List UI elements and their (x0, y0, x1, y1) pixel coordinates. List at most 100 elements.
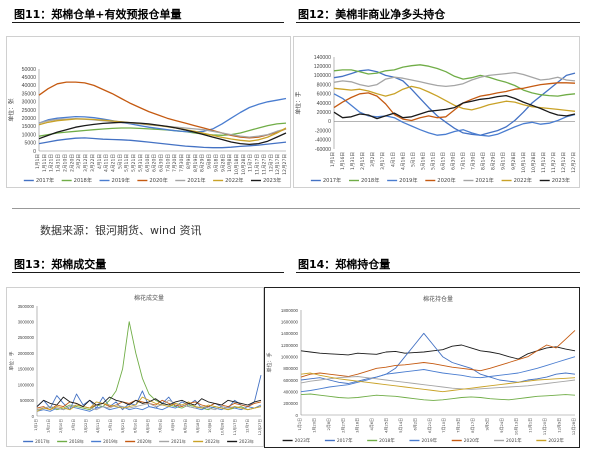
chart12-ytick: 40000 (317, 101, 332, 107)
chart11-xtick: 7月20日 (172, 154, 178, 172)
chart14-legend-label: 2020年 (464, 437, 480, 444)
chart12-legend-label: 2018年 (361, 176, 379, 184)
chart11-ytick: 5000 (24, 141, 36, 147)
chart13-legend-label: 2023年 (239, 438, 254, 445)
chart11-xtick: 4月1日 (97, 154, 103, 169)
chart11-xtick: 3月22日 (90, 154, 96, 172)
chart14-ytick: 400000 (283, 389, 298, 394)
chart12-xtick: 8月14日 (481, 152, 487, 170)
chart13-xtick: 1月21日 (45, 419, 50, 433)
chart14-ytick: 800000 (283, 366, 298, 371)
chart14-xtick: 9月5日 (484, 418, 489, 431)
chart12-xtick: 9月28日 (511, 152, 517, 170)
chart13-xtick: 12月27日 (257, 419, 262, 435)
chart13-series-2023年 (36, 396, 262, 408)
chart14-legend-label: 2021年 (506, 437, 522, 444)
chart11-legend-label: 2020年 (149, 176, 167, 184)
chart-12-svg: -60000 -40000 -20000 0 20000 40000 60000 80000 1… (294, 55, 577, 184)
chart13-ytick: 2500000 (18, 335, 35, 340)
chart12-ytick: -20000 (315, 128, 331, 134)
chart11-ytick: 30000 (22, 100, 37, 106)
chart13-xtick: 7月20日 (157, 419, 162, 433)
chart11-series-2021年 (38, 118, 287, 138)
chart11-xtick: 10月8日 (227, 154, 233, 172)
chart12-xtick: 4月16日 (400, 152, 406, 170)
chart-panel-12: -60000 -40000 -20000 0 20000 40000 60000 80000 1… (293, 36, 580, 188)
chart14-xtick: 6月2日 (412, 418, 417, 431)
chart12-xtick: 1月16日 (340, 152, 346, 170)
chart13-ytick: 500000 (20, 398, 35, 403)
chart12-legend-label: 2017年 (323, 176, 341, 184)
chart14-xtick: 5月14日 (398, 418, 403, 433)
chart11-legend-label: 2018年 (74, 176, 92, 184)
chart11-xtick: 6月30日 (159, 154, 165, 172)
chart14-series-2018年 (300, 393, 576, 401)
chart11-xtick: 5月21日 (131, 154, 137, 172)
chart12-xtick: 6月30日 (451, 152, 457, 170)
chart13-title: 棉花成交量 (134, 294, 164, 302)
chart-11-svg: 0 5000 10000 15000 20000 25000 30000 35000 40000… (7, 67, 288, 184)
chart-14-svg: 棉花持仓量 0 200000 400000 600000 800000 1000000 120… (266, 295, 576, 444)
chart11-xtick: 3月12日 (83, 154, 89, 172)
chart12-series-2021年 (333, 71, 576, 88)
chart12-ytick: 120000 (314, 64, 331, 70)
chart11-ytick: 45000 (22, 75, 37, 81)
chart13-ytick: 3000000 (18, 320, 35, 325)
chart14-ylabel: 单位：手 (266, 352, 273, 372)
chart11-legend-label: 2019年 (112, 176, 130, 184)
chart13-xtick: 10月28日 (220, 419, 225, 435)
chart11-xtick: 6月10日 (145, 154, 151, 172)
chart14-ytick: 0 (296, 413, 299, 418)
chart14-series-2022年 (300, 372, 576, 393)
chart14-xtick: 3月18日 (355, 418, 360, 433)
chart12-xtick: 5月1日 (410, 152, 416, 167)
chart14-xtick: 11月20日 (542, 418, 547, 435)
chart12-ytick: 60000 (317, 92, 332, 98)
chart13-legend-label: 2021年 (171, 438, 186, 445)
chart-13-svg: 棉花成交量 0 500000 1000000 1500000 2000000 2500000… (8, 294, 262, 445)
chart11-ylabel: 单位：张 (7, 98, 15, 121)
chart12-series-2019年 (333, 93, 576, 137)
chart12-xtick: 2月15日 (360, 152, 366, 170)
chart11-xtick: 4月11日 (104, 154, 110, 172)
chart-panel-13: 棉花成交量 0 500000 1000000 1500000 2000000 2500000… (6, 287, 264, 447)
chart14-series-2023年 (300, 344, 576, 360)
chart12-legend-label: 2019年 (399, 176, 417, 184)
chart14-xtick: 4月25日 (384, 418, 389, 433)
chart12-xtick: 9月13日 (501, 152, 507, 170)
chart12-xtick: 7月30日 (471, 152, 477, 170)
chart12-series-2020年 (333, 82, 576, 122)
chart12-xtick: 12月12日 (561, 152, 567, 173)
chart13-legend-label: 2018年 (69, 438, 84, 445)
chart14-xtick: 12月28日 (571, 418, 576, 435)
figure-title-13: 图13：郑棉成交量 (14, 258, 107, 271)
chart12-series-2018年 (333, 64, 576, 97)
chart13-xtick: 12月7日 (245, 419, 250, 433)
chart14-xtick: 2月27日 (340, 418, 345, 433)
chart12-series-2017年 (333, 69, 576, 136)
chart13-series-2018年 (36, 321, 262, 411)
title-rule-right (296, 22, 580, 23)
source-note: 数据来源：银河期货、wind 资讯 (40, 224, 202, 237)
chart14-xtick: 1月20日 (311, 418, 316, 433)
chart12-legend-label: 2022年 (514, 176, 532, 184)
chart12-xtick: 4月1日 (390, 152, 396, 167)
chart14-ytick: 1200000 (281, 343, 299, 348)
chart-panel-11: 0 5000 10000 15000 20000 25000 30000 35000 40000… (6, 36, 291, 188)
chart11-legend-label: 2017年 (36, 176, 54, 184)
chart-panel-14: 棉花持仓量 0 200000 400000 600000 800000 1000000 120… (264, 287, 580, 448)
chart14-xtick: 12月9日 (557, 418, 562, 433)
title-rule-left-2 (12, 272, 284, 273)
chart11-series-2017年 (38, 137, 287, 149)
chart11-ytick: 15000 (22, 124, 37, 130)
chart12-xtick: 1月1日 (330, 152, 336, 167)
chart14-legend-label: 2019年 (421, 437, 437, 444)
chart12-legend-label: 2020年 (437, 176, 455, 184)
chart13-ytick: 0 (32, 414, 35, 419)
chart13-ytick: 2000000 (18, 351, 35, 356)
chart11-xtick: 5月31日 (138, 154, 144, 172)
chart14-xtick: 7月10日 (441, 418, 446, 433)
chart13-xtick: 2月10日 (58, 419, 63, 433)
chart13-series-2017年 (36, 374, 262, 411)
chart14-legend-label: 2023年 (295, 437, 311, 444)
